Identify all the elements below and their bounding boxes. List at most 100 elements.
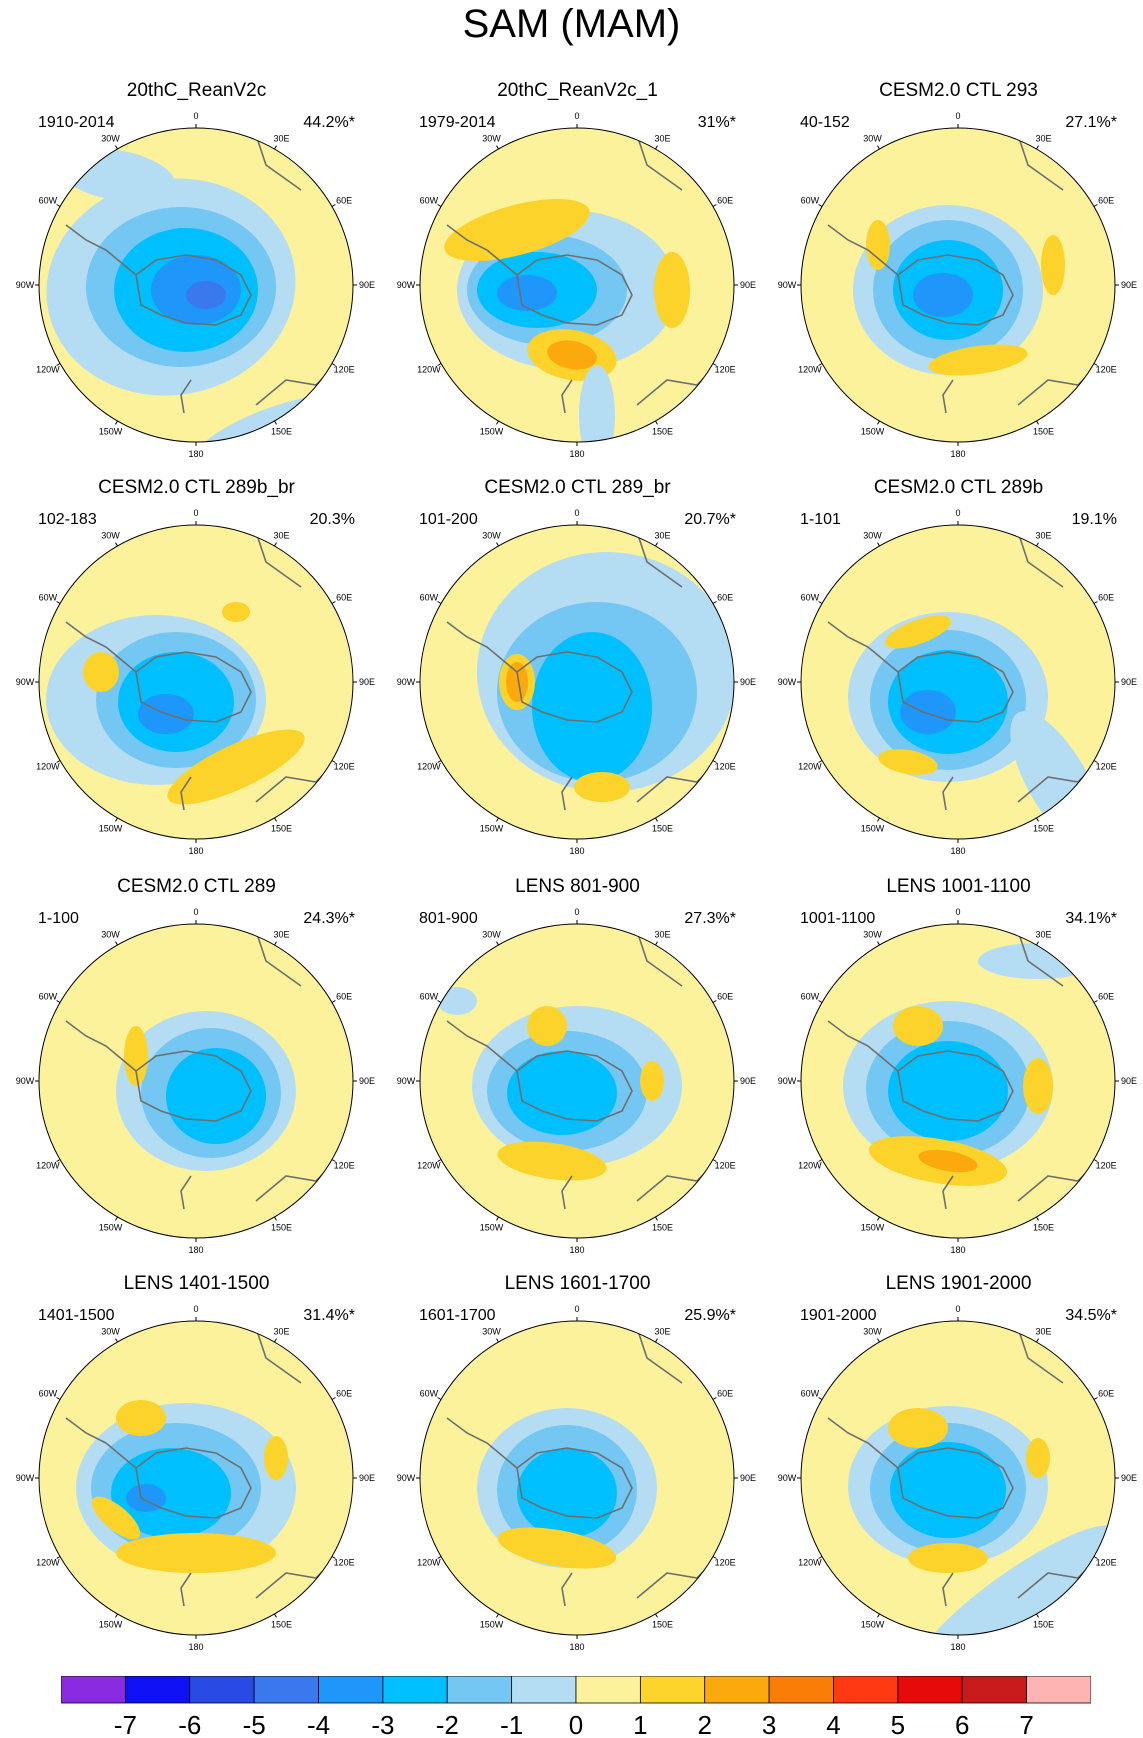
anomaly-contour (264, 1436, 288, 1480)
longitude-label: 60W (801, 992, 820, 1002)
coastline (1017, 134, 1064, 191)
panel-title: CESM2.0 CTL 293 (879, 80, 1038, 101)
anomaly-contour (167, 729, 305, 805)
anomaly-contour (111, 1448, 231, 1538)
colorbar-swatch (189, 1676, 255, 1704)
longitude-label: 120W (798, 365, 822, 375)
colorbar-swatch (575, 1676, 641, 1704)
anomaly-contour (908, 1543, 988, 1573)
coastline (1017, 1327, 1064, 1384)
longitude-label: 60W (420, 196, 439, 206)
longitude-label: 180 (950, 1245, 965, 1255)
longitude-label: 30E (654, 134, 670, 144)
coastline (255, 930, 302, 987)
polar-map: 0 30E 60E 90E 120E 150E 180 150W 120W 90W 60W 30W (397, 111, 756, 459)
coastline (65, 1020, 137, 1072)
longitude-label: 60E (1098, 593, 1114, 603)
longitude-label: 90E (1121, 1076, 1137, 1086)
longitude-label: 120E (334, 365, 355, 375)
panel-variance: 24.3%* (303, 910, 355, 927)
coastline (636, 1327, 683, 1384)
anomaly-contour (913, 273, 973, 317)
panel-variance: 25.9%* (684, 1307, 736, 1324)
longitude-label: 120E (334, 762, 355, 772)
longitude-label: 60W (801, 593, 820, 603)
longitude-label: 90W (778, 1473, 797, 1483)
longitude-label: 60W (39, 992, 58, 1002)
longitude-label: 90E (1121, 280, 1137, 290)
longitude-label: 150W (861, 426, 885, 436)
coastline (561, 1572, 573, 1607)
anomaly-contour (918, 1149, 978, 1173)
longitude-label: 150E (652, 426, 673, 436)
longitude-label: 150W (480, 1619, 504, 1629)
longitude-label: 150W (99, 1222, 123, 1232)
polar-map: 0 30E 60E 90E 120E 150E 180 150W 120W 90W 60W 30W (778, 1304, 1137, 1652)
longitude-label: 90E (1121, 1473, 1137, 1483)
coastline (942, 379, 954, 414)
longitude-label: 90E (359, 1076, 375, 1086)
longitude-label: 90E (740, 1473, 756, 1483)
colorbar-tick-label: 2 (698, 1710, 712, 1736)
coastline (180, 1175, 192, 1210)
anomaly-contour (878, 749, 938, 775)
panel-variance: 20.7%* (684, 511, 736, 528)
panel-variance: 27.1%* (1065, 114, 1117, 131)
panel-variance: 31%* (697, 114, 736, 131)
longitude-label: 60E (336, 593, 352, 603)
colorbar-swatch (253, 1676, 319, 1704)
colorbar-swatch (961, 1676, 1028, 1704)
longitude-label: 120E (715, 1161, 736, 1171)
longitude-label: 150E (271, 426, 292, 436)
longitude-label: 120E (334, 1161, 355, 1171)
coastline (446, 1417, 518, 1469)
longitude-label: 30E (1035, 930, 1051, 940)
colorbar-tick-label: -5 (243, 1710, 266, 1736)
panel-title: LENS 801-900 (515, 876, 640, 897)
longitude-label: 30W (863, 531, 882, 541)
coastline (446, 621, 518, 673)
panel-variance: 31.4%* (303, 1307, 355, 1324)
longitude-label: 60W (39, 196, 58, 206)
longitude-label: 90E (359, 280, 375, 290)
anomaly-contour (497, 275, 557, 311)
longitude-label: 150E (271, 1222, 292, 1232)
longitude-label: 30E (273, 930, 289, 940)
anomaly-contour (654, 252, 690, 328)
polar-map: 0 30E 60E 90E 120E 150E 180 150W 120W 90W 60W 30W (778, 111, 1137, 459)
coastline (65, 1417, 137, 1469)
coastline (897, 1050, 1014, 1122)
anomaly-contour (517, 1448, 617, 1538)
longitude-label: 0 (574, 907, 579, 917)
coastline (942, 1572, 954, 1607)
panel-title: CESM2.0 CTL 289b_br (98, 477, 295, 498)
longitude-label: 30W (482, 134, 501, 144)
coastline (1017, 930, 1064, 987)
colorbar-swatch (446, 1676, 513, 1704)
map-panel: 0 30E 60E 90E 120E 150E 180 150W 120W 90W 60W 30W LE… (6, 1273, 387, 1673)
polar-map: 0 30E 60E 90E 120E 150E 180 150W 120W 90W 60W 30W (397, 907, 756, 1255)
panel-period: 1001-1100 (800, 910, 876, 927)
panel-title: 20thC_ReanV2c_1 (497, 80, 658, 101)
longitude-label: 150W (861, 1619, 885, 1629)
colorbar-swatch (61, 1676, 126, 1704)
panel-title: LENS 1901-2000 (885, 1273, 1032, 1294)
longitude-label: 150E (652, 823, 673, 833)
longitude-label: 30E (273, 1327, 289, 1337)
colorbar-swatch (768, 1676, 834, 1704)
anomaly-contour (978, 943, 1098, 979)
map-panel: 0 30E 60E 90E 120E 150E 180 150W 120W 90W 60W 30W LE… (387, 876, 768, 1276)
anomaly-contour (222, 602, 250, 622)
coastline (827, 621, 899, 673)
longitude-label: 150E (652, 1222, 673, 1232)
longitude-label: 30E (1035, 1327, 1051, 1337)
longitude-label: 120W (798, 1558, 822, 1568)
panel-variance: 44.2%* (303, 114, 355, 131)
anomaly-contour (116, 1400, 166, 1436)
longitude-label: 120E (1096, 365, 1117, 375)
longitude-label: 120E (715, 1558, 736, 1568)
longitude-label: 180 (950, 1642, 965, 1652)
map-panel: 0 30E 60E 90E 120E 150E 180 150W 120W 90W 60W 30W 20… (387, 80, 768, 480)
colorbar-swatch (639, 1676, 706, 1704)
colorbar-tick-label: -6 (178, 1710, 201, 1736)
